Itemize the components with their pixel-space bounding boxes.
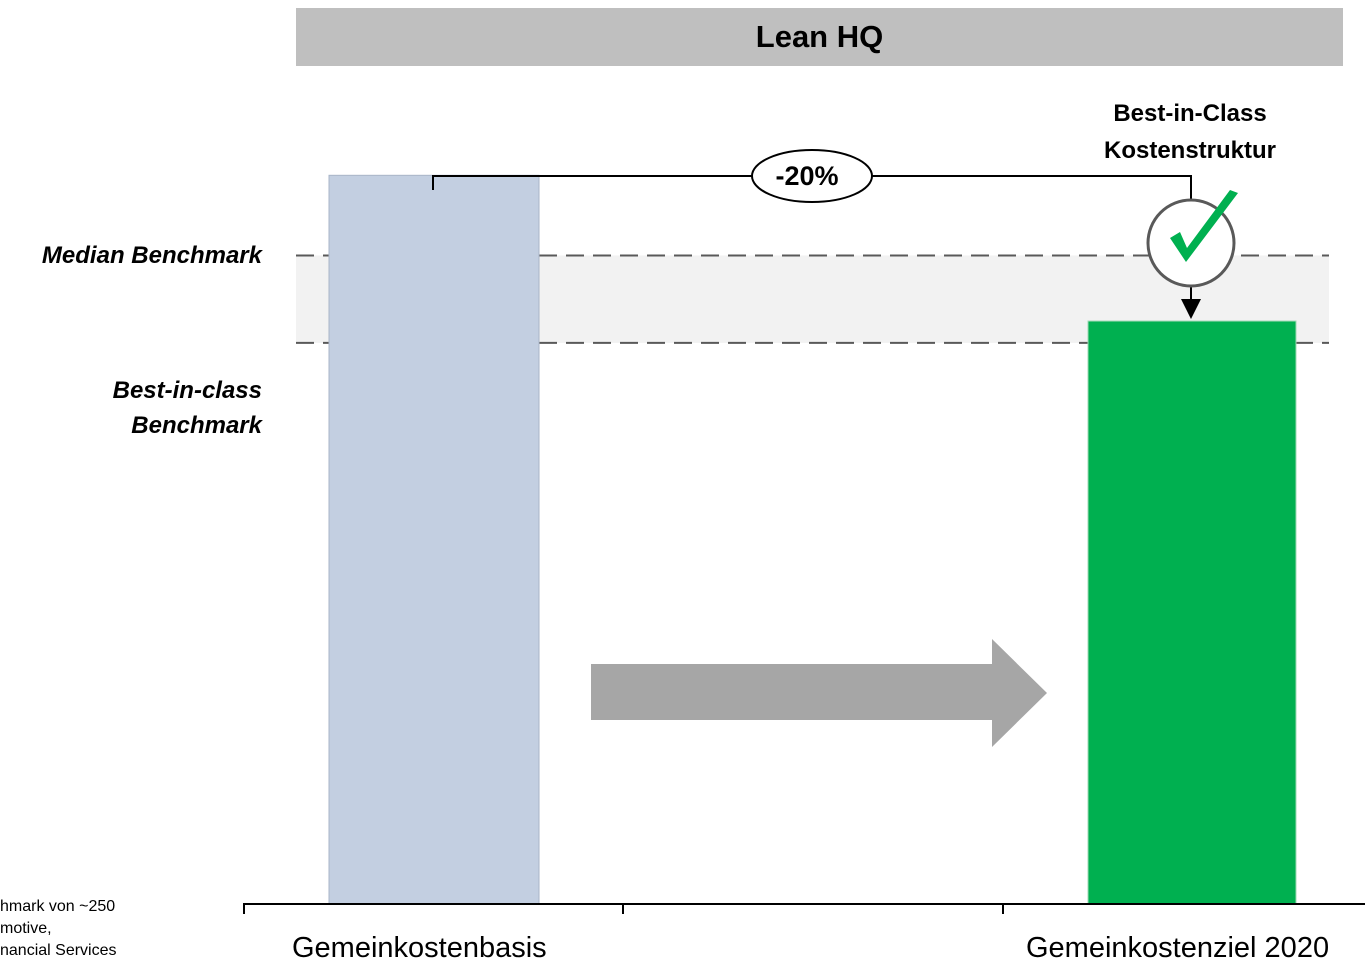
reduction-label: -20% xyxy=(775,161,838,191)
footnote: hmark von ~250 motive, nancial Services xyxy=(0,896,170,962)
footnote-line: nancial Services xyxy=(0,942,117,959)
footnote-line: hmark von ~250 xyxy=(0,898,116,915)
chart-title: Lean HQ xyxy=(296,8,1343,66)
best-in-class-cost-structure-label: Best-in-Class Kostenstruktur xyxy=(1103,100,1277,164)
reduction-ellipse xyxy=(751,149,873,203)
checkmark-icon xyxy=(1170,190,1238,262)
bar-base xyxy=(328,174,540,905)
best-in-class-benchmark-label: Best-in-class Benchmark xyxy=(112,377,262,439)
right-arrow-icon xyxy=(591,639,1047,747)
bar-target xyxy=(1087,320,1297,905)
median-benchmark-label: Median Benchmark xyxy=(41,242,262,269)
category-label-target: Gemeinkostenziel 2020 xyxy=(1026,932,1330,964)
footnote-line: motive, xyxy=(0,920,52,937)
category-label-base: Gemeinkostenbasis xyxy=(292,932,547,964)
